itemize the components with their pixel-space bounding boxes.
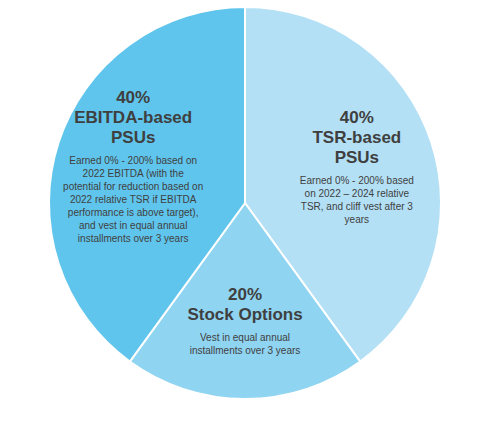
svg-text:40%TSR-basedPSUsEarned 0% - 20: 40%TSR-basedPSUsEarned 0% - 200% basedon… [300,108,414,225]
svg-text:20%Stock OptionsVest in equal: 20%Stock OptionsVest in equal annualinst… [187,285,302,356]
svg-text:40%EBITDA-basedPSUsEarned 0% -: 40%EBITDA-basedPSUsEarned 0% - 200% base… [63,88,203,244]
